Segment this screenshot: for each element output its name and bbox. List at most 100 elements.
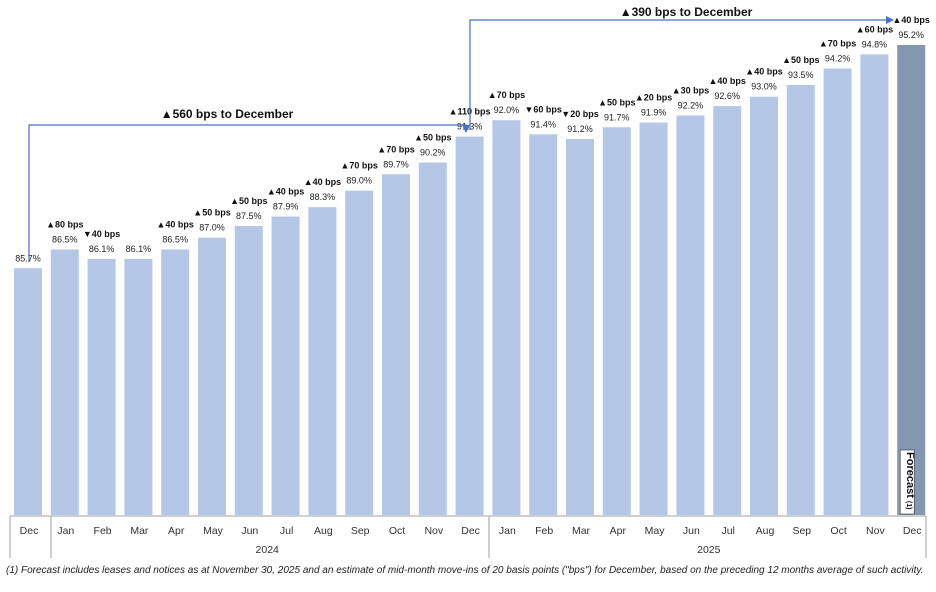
forecast-label: Forecast(1) xyxy=(904,452,916,509)
bar xyxy=(382,174,410,515)
change-label: ▲70 bps xyxy=(377,144,414,154)
bar xyxy=(750,96,778,515)
bar xyxy=(124,258,153,515)
month-tick-label: Apr xyxy=(610,525,627,537)
year-label: 2025 xyxy=(697,544,721,556)
month-tick-label: Feb xyxy=(535,525,553,537)
month-tick-label: Dec xyxy=(461,525,480,537)
bar xyxy=(50,249,79,515)
month-tick-label: Jun xyxy=(241,525,258,537)
bar xyxy=(271,216,300,516)
bar xyxy=(234,225,263,515)
value-label: 94.2% xyxy=(825,54,851,64)
value-label: 91.9% xyxy=(641,108,667,118)
value-label: 87.9% xyxy=(273,202,299,212)
change-label: ▲70 bps xyxy=(819,39,856,49)
value-label: 92.2% xyxy=(678,101,704,111)
value-label: 92.0% xyxy=(494,105,520,115)
change-label: ▼40 bps xyxy=(83,229,120,239)
bar xyxy=(602,127,631,515)
month-tick-label: Jun xyxy=(683,525,700,537)
month-tick-label: Jan xyxy=(499,525,516,537)
bar xyxy=(786,84,815,515)
month-tick-label: Jul xyxy=(721,525,734,537)
value-label: 89.0% xyxy=(346,176,372,186)
value-label: 86.5% xyxy=(52,234,78,244)
month-tick-label: Oct xyxy=(389,525,405,537)
month-tick-label: Apr xyxy=(168,525,185,537)
month-tick-label: Sep xyxy=(792,525,811,537)
bar xyxy=(639,122,668,516)
change-label: ▲60 bps xyxy=(856,24,893,34)
value-label: 93.0% xyxy=(751,82,777,92)
annotation-390: ▲390 bps to December xyxy=(620,5,753,19)
bar xyxy=(860,54,889,516)
value-label: 94.8% xyxy=(862,39,888,49)
value-label: 91.2% xyxy=(567,124,593,134)
change-label: ▲50 bps xyxy=(193,208,230,218)
bar xyxy=(161,249,190,515)
change-label: ▲50 bps xyxy=(414,133,451,143)
value-label: 86.5% xyxy=(162,234,188,244)
change-label: ▲80 bps xyxy=(46,219,83,229)
month-tick-label: Feb xyxy=(94,525,112,537)
change-label: ▲40 bps xyxy=(304,177,341,187)
change-label: ▲40 bps xyxy=(892,15,929,25)
value-label: 91.4% xyxy=(530,119,556,129)
change-label: ▲20 bps xyxy=(635,93,672,103)
bar xyxy=(713,106,742,515)
change-label: ▼60 bps xyxy=(524,104,561,114)
value-label: 86.1% xyxy=(126,244,152,254)
value-label: 85.7% xyxy=(15,253,41,263)
change-label: ▲30 bps xyxy=(672,86,709,96)
change-label: ▲40 bps xyxy=(267,187,304,197)
footnote: (1) Forecast includes leases and notices… xyxy=(6,565,924,576)
month-tick-label: Dec xyxy=(20,525,39,537)
value-label: 93.5% xyxy=(788,70,814,80)
arrow-390 xyxy=(469,16,894,130)
change-label: ▲70 bps xyxy=(340,161,377,171)
month-tick-label: Mar xyxy=(572,525,591,537)
value-label: 87.5% xyxy=(236,211,262,221)
bar xyxy=(566,139,594,515)
month-tick-label: Oct xyxy=(830,525,846,537)
arrow-560 xyxy=(28,124,470,262)
month-tick-label: Nov xyxy=(866,525,885,537)
bar xyxy=(823,68,852,515)
value-label: 86.1% xyxy=(89,244,115,254)
bar xyxy=(308,207,337,515)
bar xyxy=(455,136,484,515)
change-label: ▲40 bps xyxy=(708,76,745,86)
month-tick-label: Jul xyxy=(280,525,293,537)
change-label: ▲50 bps xyxy=(230,196,267,206)
month-tick-label: Dec xyxy=(903,525,922,537)
change-label: ▲50 bps xyxy=(598,97,635,107)
month-tick-label: Aug xyxy=(756,525,775,537)
month-tick-label: May xyxy=(203,525,224,537)
month-tick-label: Jan xyxy=(57,525,74,537)
bar xyxy=(14,268,42,515)
value-label: 95.2% xyxy=(898,30,924,40)
value-label: 91.7% xyxy=(604,112,630,122)
value-label: 88.3% xyxy=(310,192,336,202)
month-tick-label: May xyxy=(645,525,666,537)
bar xyxy=(529,134,558,516)
value-label: 90.2% xyxy=(420,148,446,158)
month-tick-label: Nov xyxy=(424,525,443,537)
year-label: 2024 xyxy=(256,544,280,556)
bar xyxy=(492,120,521,515)
bar xyxy=(87,258,116,515)
bar xyxy=(418,162,447,515)
change-label: ▲50 bps xyxy=(782,55,819,65)
month-tick-label: Mar xyxy=(130,525,149,537)
value-label: 89.7% xyxy=(383,159,409,169)
forecast-bar xyxy=(897,45,926,515)
bar xyxy=(345,190,374,515)
bar xyxy=(198,237,226,515)
annotation-560: ▲560 bps to December xyxy=(161,107,294,121)
value-label: 87.0% xyxy=(199,223,225,233)
value-label: 92.6% xyxy=(714,91,740,101)
change-label: ▲40 bps xyxy=(156,219,193,229)
